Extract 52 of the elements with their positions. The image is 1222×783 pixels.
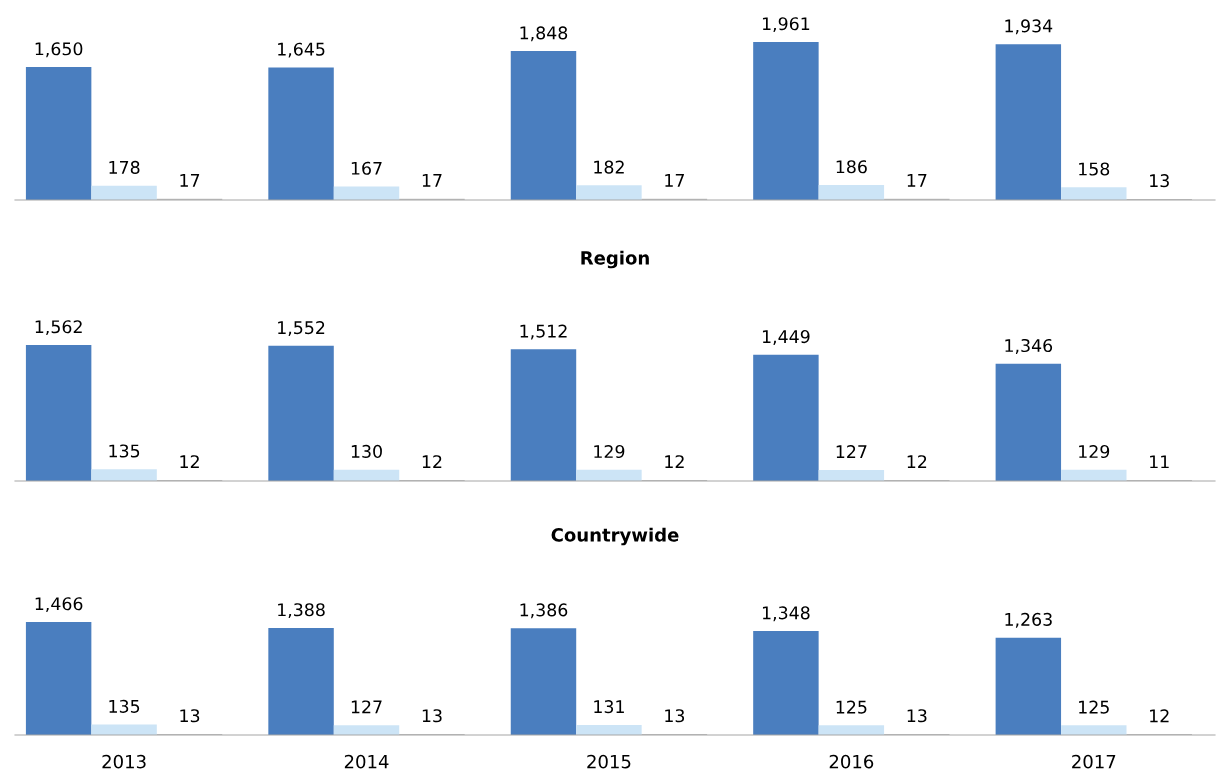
data-label: 167	[351, 161, 382, 175]
data-label: 13	[180, 709, 200, 723]
data-label: 13	[1150, 174, 1169, 188]
data-label: 1,449	[762, 330, 810, 345]
data-label: 12	[1150, 709, 1169, 723]
data-label: 1,650	[35, 42, 83, 58]
data-label: 158	[1079, 162, 1110, 176]
data-label: 12	[180, 455, 199, 469]
data-label: 1,388	[278, 603, 325, 619]
x-tick-label: 2017	[1072, 754, 1116, 769]
data-label: 1,848	[520, 26, 568, 42]
data-label: 1,263	[1005, 612, 1052, 628]
data-label: 12	[907, 455, 927, 469]
x-tick-label: 2013	[102, 754, 146, 769]
data-label: 13	[422, 709, 442, 723]
data-label: 1,645	[278, 42, 325, 58]
data-label: 13	[907, 709, 927, 723]
data-label: 1,562	[35, 320, 82, 336]
data-label: 17	[422, 174, 442, 187]
data-label: 127	[351, 700, 382, 714]
data-label: 1,934	[1005, 19, 1053, 35]
data-label: 125	[1079, 700, 1109, 714]
x-tick-label: 2016	[829, 754, 874, 769]
x-tick-label: 2015	[587, 754, 631, 769]
data-label: 1,386	[520, 603, 568, 619]
data-label: 17	[907, 174, 927, 187]
data-label: 129	[594, 444, 625, 459]
x-tick-label: 2014	[344, 754, 389, 769]
data-label: 125	[836, 700, 867, 714]
data-label: 127	[836, 445, 867, 458]
data-label: 17	[180, 174, 200, 187]
data-label: 1,961	[762, 17, 810, 33]
data-label: 135	[109, 699, 140, 713]
data-label: 1,346	[1005, 338, 1053, 354]
data-label: 13	[665, 709, 685, 723]
data-label: 130	[351, 444, 382, 458]
chart-title: Countrywide	[551, 527, 679, 546]
data-label: 1,348	[762, 606, 810, 622]
data-label: 178	[109, 160, 140, 174]
data-label: 12	[422, 455, 442, 469]
data-label: 11	[1150, 455, 1169, 469]
data-label: 12	[665, 455, 684, 469]
data-label: 1,512	[520, 324, 567, 340]
data-label: 1,466	[35, 597, 83, 613]
chart-title: Region	[581, 250, 649, 269]
data-label: 131	[594, 700, 624, 714]
data-label: 1,552	[278, 321, 325, 336]
data-label: 129	[1079, 444, 1110, 459]
data-label: 135	[109, 444, 140, 458]
data-label: 182	[594, 160, 624, 174]
data-label: 17	[665, 174, 684, 187]
data-label: 186	[836, 160, 867, 174]
